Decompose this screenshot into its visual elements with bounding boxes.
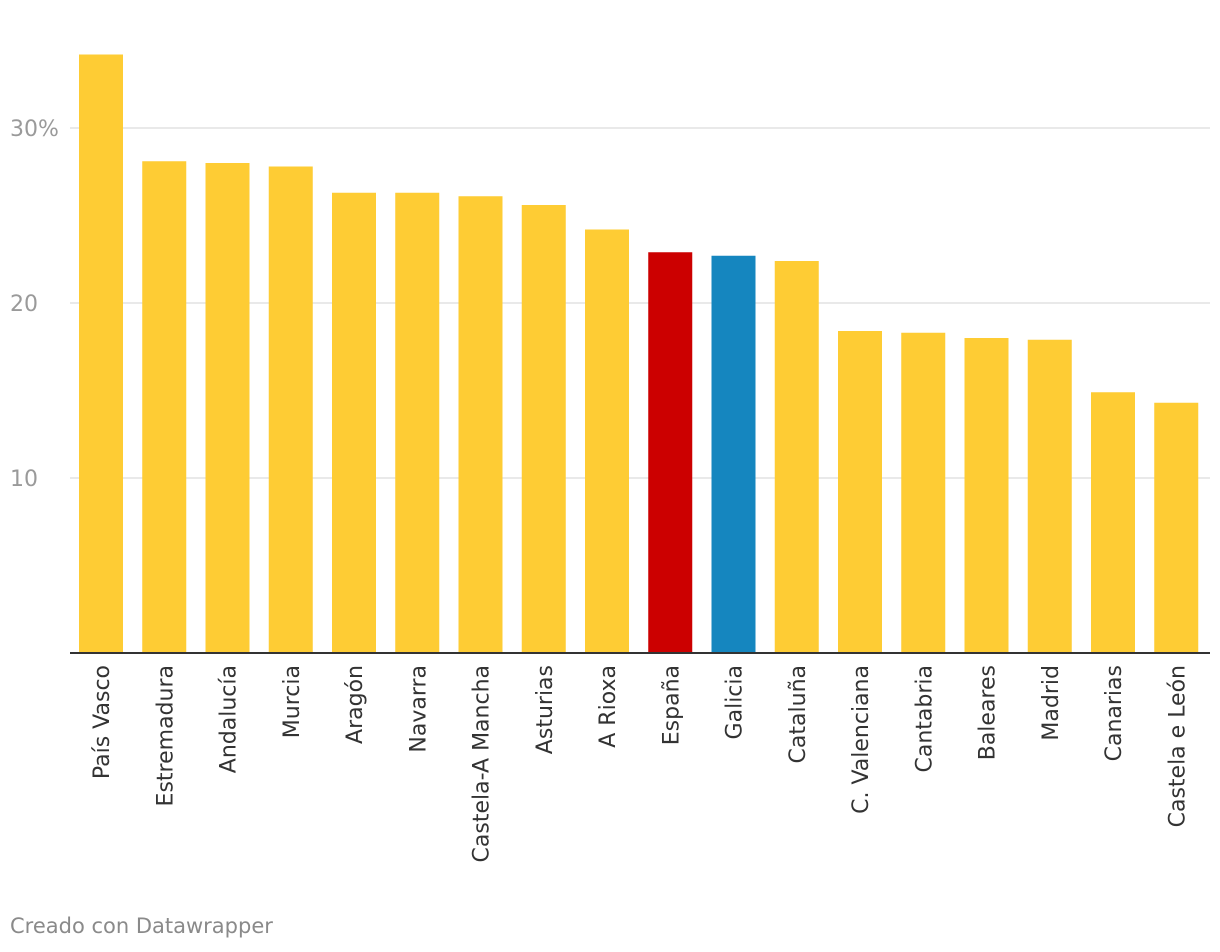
x-tick-label: Canarias xyxy=(1102,665,1127,761)
bars xyxy=(79,54,1199,653)
x-tick-label: A Rioxa xyxy=(596,665,621,748)
bar-8 xyxy=(585,229,629,653)
y-axis-ticks: 10 20 30% xyxy=(10,117,59,492)
footer-credit: Creado con Datawrapper xyxy=(10,914,273,938)
bar-10 xyxy=(711,255,756,653)
bar-3 xyxy=(268,166,313,653)
bar-13 xyxy=(901,332,946,653)
bar-5 xyxy=(395,192,440,653)
x-tick-label: Asturias xyxy=(533,665,558,754)
bar-2 xyxy=(205,163,250,653)
x-tick-label: Cantabria xyxy=(912,665,937,773)
bar-0 xyxy=(79,54,123,653)
x-tick-label: Cataluña xyxy=(786,665,811,763)
x-tick-label: Aragón xyxy=(343,665,368,744)
y-tick-label: 30% xyxy=(10,117,59,142)
y-tick-label: 20 xyxy=(10,292,38,317)
bar-15 xyxy=(1027,339,1072,653)
x-tick-label: Andalucía xyxy=(217,665,242,773)
bar-16 xyxy=(1091,392,1135,653)
x-tick-label: Estremadura xyxy=(153,665,178,806)
bar-7 xyxy=(521,205,566,653)
x-tick-label: Castela-A Mancha xyxy=(470,665,495,862)
bar-11 xyxy=(774,261,819,653)
x-tick-label: Galicia xyxy=(723,665,748,739)
x-tick-label: Baleares xyxy=(976,665,1001,760)
bar-14 xyxy=(964,338,1009,653)
x-axis-ticks: País Vasco Estremadura Andalucía Murcia Arag… xyxy=(90,665,1190,862)
bar-12 xyxy=(838,331,882,653)
x-tick-label: Castela e León xyxy=(1165,665,1190,827)
x-tick-label: Madrid xyxy=(1039,665,1064,741)
x-tick-label: Murcia xyxy=(280,665,305,738)
x-tick-label: C. Valenciana xyxy=(849,665,874,814)
bar-6 xyxy=(458,196,503,653)
bar-4 xyxy=(332,192,376,653)
x-tick-label: País Vasco xyxy=(90,665,115,779)
y-tick-label: 10 xyxy=(10,467,38,492)
bar-1 xyxy=(142,161,187,653)
x-tick-label: Navarra xyxy=(406,665,431,753)
x-tick-label: España xyxy=(659,665,684,745)
bar-9 xyxy=(648,252,693,653)
bar-17 xyxy=(1154,402,1199,653)
gridlines xyxy=(70,127,1210,479)
